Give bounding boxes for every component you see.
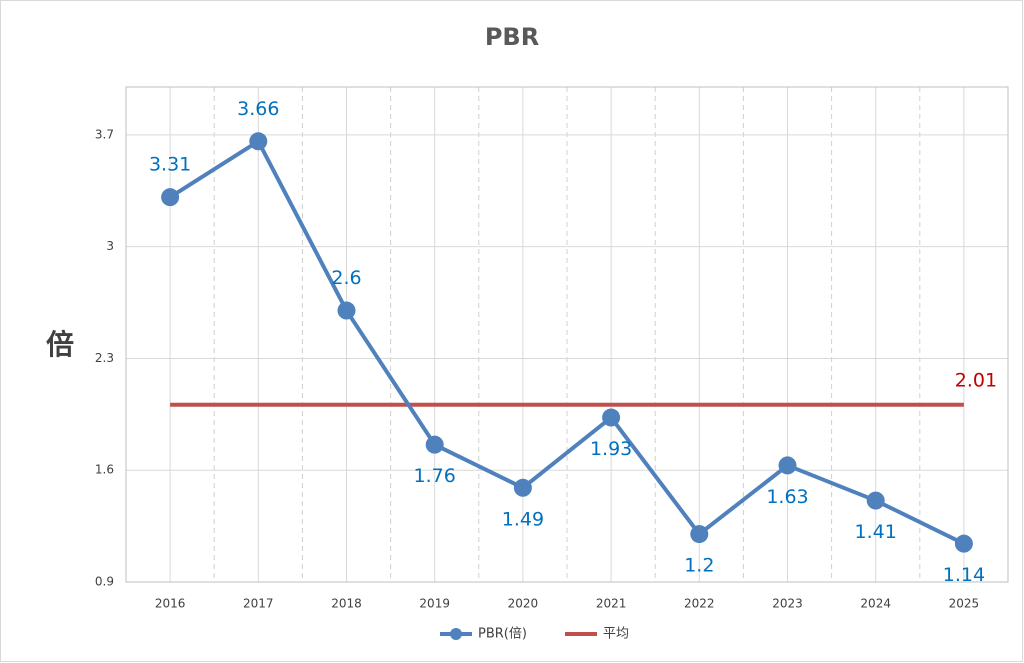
data-label: 3.66 [237,98,279,120]
data-point [513,478,532,497]
y-tick-label: 0.9 [95,575,114,589]
legend-marker [450,628,462,640]
data-point [866,491,885,510]
data-label: 1.41 [855,521,897,543]
data-label: 1.93 [590,438,632,460]
x-tick-label: 2023 [772,597,803,611]
data-label: 1.2 [684,555,714,577]
data-point [602,408,621,427]
plot-border [125,86,1009,583]
x-tick-label: 2022 [684,597,715,611]
data-point [337,301,356,320]
data-label: 1.49 [502,508,544,530]
y-tick-label: 2.3 [95,351,114,365]
data-point [425,435,444,454]
x-tick-label: 2019 [419,597,450,611]
data-label: 2.01 [955,369,997,391]
data-point [161,188,180,207]
y-axis-label: 倍 [46,328,74,361]
series-line [169,139,965,546]
data-label: 3.31 [149,154,191,176]
x-tick-label: 2016 [155,597,186,611]
chart-title: PBR [485,23,539,51]
data-label: 1.14 [943,564,985,586]
data-point [690,525,709,544]
x-tick-label: 2025 [949,597,980,611]
legend-label: 平均 [603,627,629,642]
data-label: 1.63 [766,486,808,508]
data-label: 2.6 [331,267,361,289]
y-tick-label: 3 [106,239,114,253]
data-label: 1.76 [414,465,456,487]
x-tick-label: 2024 [860,597,891,611]
y-tick-label: 1.6 [95,463,114,477]
data-point [954,534,973,553]
x-tick-label: 2020 [508,597,539,611]
x-tick-label: 2018 [331,597,362,611]
x-tick-label: 2021 [596,597,627,611]
x-tick-label: 2017 [243,597,274,611]
legend-label: PBR(倍) [478,627,527,642]
data-point [249,132,268,151]
y-tick-label: 3.7 [95,127,114,141]
data-point [778,456,797,475]
